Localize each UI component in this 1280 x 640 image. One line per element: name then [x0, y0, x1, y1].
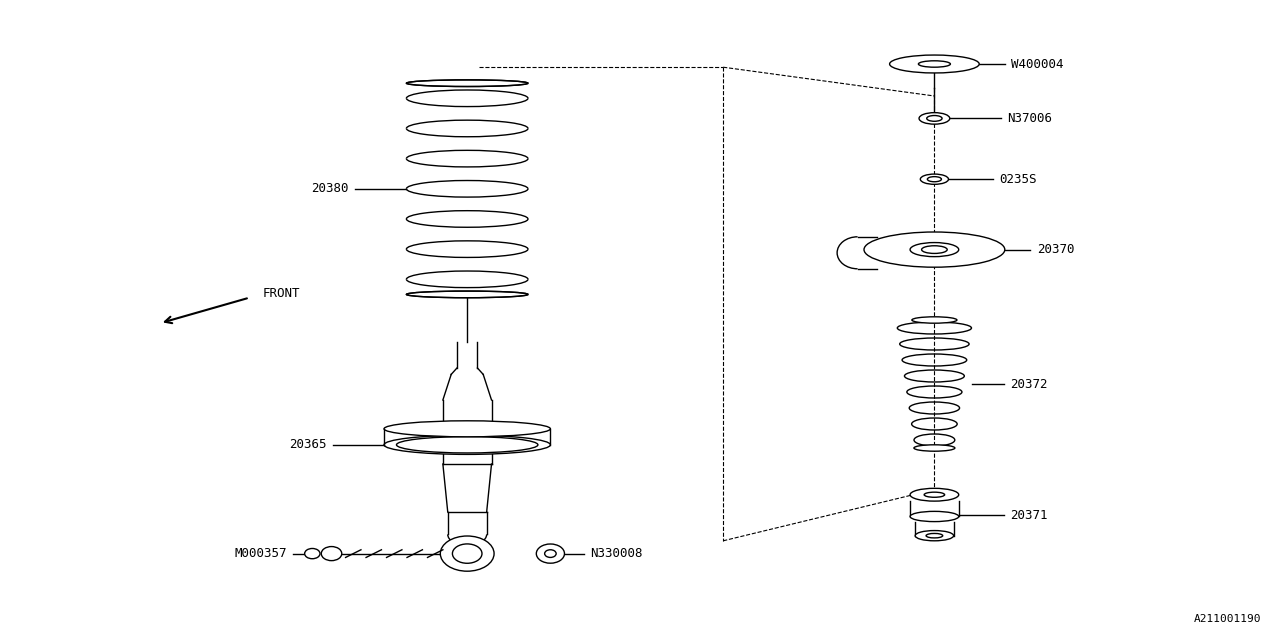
- Ellipse shape: [914, 445, 955, 451]
- Ellipse shape: [911, 317, 957, 323]
- Text: 20380: 20380: [311, 182, 348, 195]
- Text: A211001190: A211001190: [1193, 614, 1261, 624]
- Text: N330008: N330008: [590, 547, 643, 560]
- Text: 0235S: 0235S: [1000, 173, 1037, 186]
- Ellipse shape: [910, 488, 959, 501]
- Ellipse shape: [890, 55, 979, 73]
- Ellipse shape: [305, 548, 320, 559]
- Text: 20365: 20365: [289, 438, 326, 451]
- Text: 20370: 20370: [1037, 243, 1074, 256]
- Text: M000357: M000357: [234, 547, 287, 560]
- Text: 20372: 20372: [1010, 378, 1047, 390]
- Ellipse shape: [924, 492, 945, 497]
- Ellipse shape: [927, 116, 942, 122]
- Ellipse shape: [321, 547, 342, 561]
- Ellipse shape: [910, 243, 959, 257]
- Ellipse shape: [536, 544, 564, 563]
- Ellipse shape: [440, 536, 494, 571]
- Text: FRONT: FRONT: [262, 287, 300, 300]
- Ellipse shape: [407, 291, 529, 298]
- Ellipse shape: [397, 436, 538, 453]
- Ellipse shape: [407, 80, 529, 86]
- Ellipse shape: [864, 232, 1005, 268]
- Ellipse shape: [922, 246, 947, 253]
- Ellipse shape: [384, 435, 550, 454]
- Ellipse shape: [927, 177, 942, 182]
- Ellipse shape: [927, 534, 943, 538]
- Ellipse shape: [919, 113, 950, 124]
- Ellipse shape: [452, 544, 483, 563]
- Ellipse shape: [910, 511, 959, 522]
- Ellipse shape: [915, 531, 954, 541]
- Text: 20371: 20371: [1010, 509, 1047, 522]
- Text: N37006: N37006: [1007, 112, 1052, 125]
- Ellipse shape: [919, 61, 951, 67]
- Ellipse shape: [384, 421, 550, 436]
- Ellipse shape: [545, 550, 556, 557]
- Text: W400004: W400004: [1011, 58, 1064, 70]
- Ellipse shape: [920, 174, 948, 184]
